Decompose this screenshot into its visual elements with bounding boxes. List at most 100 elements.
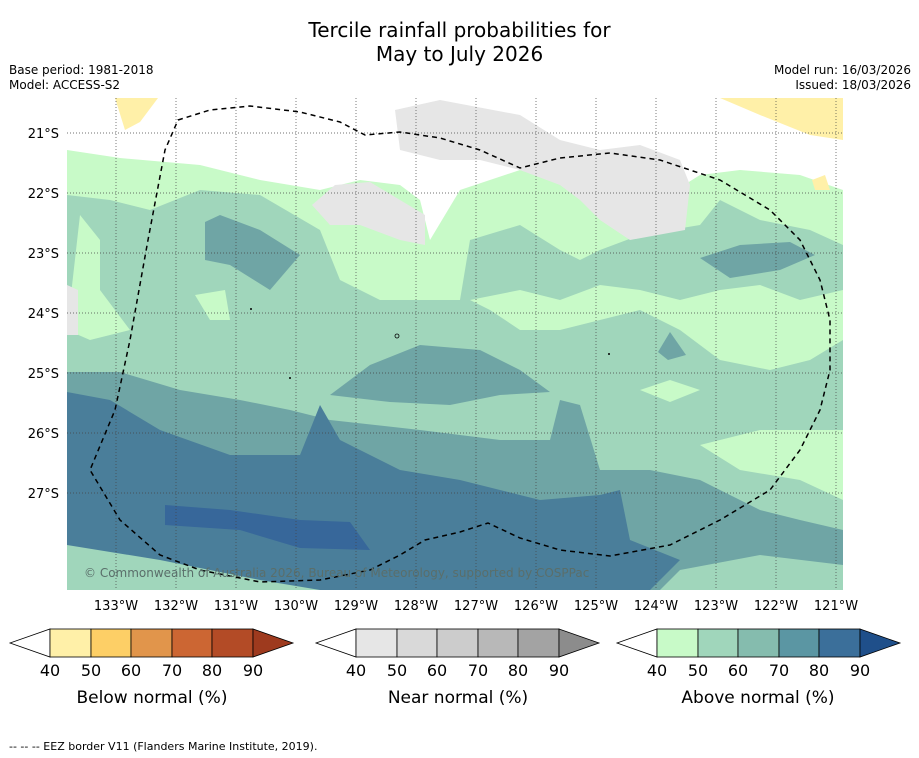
colorbar-tick: 60: [728, 661, 748, 680]
colorbar-below-label: Below normal (%): [77, 688, 228, 708]
near-normal-zone-3: [67, 285, 78, 335]
colorbar-above-max-arrow: [859, 628, 902, 658]
colorbar-swatch: [656, 628, 699, 658]
lon-label: 125°W: [574, 599, 618, 614]
lon-label: 129°W: [334, 599, 378, 614]
colorbar-below-ticks: 40 50 60 70 80 90: [40, 661, 263, 680]
copyright-notice: © Commonwealth of Australia 2026, Bureau…: [84, 566, 589, 580]
island-dot-2: [289, 377, 291, 379]
colorbar-tick: 90: [850, 661, 870, 680]
colorbar-swatch: [818, 628, 861, 658]
colorbar-tick: 70: [769, 661, 789, 680]
lat-label: 23°S: [28, 247, 59, 262]
colorbar-tick: 60: [427, 661, 447, 680]
colorbar-tick: 40: [647, 661, 667, 680]
meta-left: Base period: 1981-2018 Model: ACCESS-S2: [9, 63, 154, 93]
map-title: Tercile rainfall probabilities for May t…: [0, 18, 919, 66]
lon-label: 123°W: [694, 599, 738, 614]
lon-label: 131°W: [214, 599, 258, 614]
model-run: Model run: 16/03/2026: [773, 63, 911, 77]
near-normal-zone-1: [395, 100, 690, 240]
colorbar-above-min-arrow: [615, 628, 658, 658]
colorbar-near-max-arrow: [558, 628, 601, 658]
above-normal-50-bottom-east: [660, 555, 843, 590]
island-dot-4: [608, 353, 610, 355]
colorbar-tick: 80: [202, 661, 222, 680]
colorbar-swatch: [171, 628, 213, 658]
colorbar-tick: 40: [346, 661, 366, 680]
lat-label: 21°S: [28, 127, 59, 142]
latitude-labels: 21°S 22°S 23°S 24°S 25°S 26°S 27°S: [28, 127, 59, 502]
lon-label: 127°W: [454, 599, 498, 614]
above-normal-60-patch-west: [205, 215, 300, 290]
lat-label: 24°S: [28, 307, 59, 322]
lat-label: 27°S: [28, 487, 59, 502]
meta-right: Model run: 16/03/2026 Issued: 18/03/2026: [774, 63, 911, 93]
colorbar-above-normal: [615, 628, 902, 658]
colorbar-swatch: [90, 628, 132, 658]
colorbar-tick: 80: [809, 661, 829, 680]
colorbar-tick: 70: [162, 661, 182, 680]
colorbar-below-normal: [8, 628, 295, 658]
colorbar-tick: 60: [121, 661, 141, 680]
lon-label: 132°W: [154, 599, 198, 614]
colorbar-swatch: [436, 628, 479, 658]
colorbar-near-normal: [314, 628, 601, 658]
above-normal-40-patch-3: [640, 380, 700, 402]
lon-label: 121°W: [814, 599, 858, 614]
colorbar-swatch: [396, 628, 438, 658]
title-line-2: May to July 2026: [375, 42, 544, 66]
below-normal-zone-1: [720, 98, 843, 140]
lat-label: 26°S: [28, 427, 59, 442]
colorbar-swatch: [49, 628, 92, 658]
lat-label: 25°S: [28, 367, 59, 382]
colorbar-below-max-arrow: [252, 628, 295, 658]
issued-date: Issued: 18/03/2026: [795, 78, 911, 92]
above-normal-40-patch-4: [700, 430, 843, 500]
lon-label: 124°W: [634, 599, 678, 614]
lon-label: 128°W: [394, 599, 438, 614]
colorbar-swatch: [477, 628, 519, 658]
colorbar-near-label: Near normal (%): [388, 688, 528, 708]
island-dot-3: [394, 333, 400, 339]
lon-label: 122°W: [754, 599, 798, 614]
colorbar-near-ticks: 40 50 60 70 80 90: [346, 661, 569, 680]
colorbar-swatch: [517, 628, 560, 658]
lon-label: 130°W: [274, 599, 318, 614]
colorbar-swatch: [355, 628, 398, 658]
lon-label: 133°W: [94, 599, 138, 614]
colorbar-near-min-arrow: [314, 628, 357, 658]
colorbar-swatch: [737, 628, 780, 658]
colorbar-tick: 80: [508, 661, 528, 680]
above-normal-60-patch-center: [330, 345, 550, 405]
colorbar-above-label: Above normal (%): [681, 688, 834, 708]
below-normal-zone-3: [812, 175, 830, 190]
colorbar-tick: 50: [387, 661, 407, 680]
colorbar-tick: 40: [40, 661, 60, 680]
colorbar-swatch: [697, 628, 739, 658]
lon-label: 126°W: [514, 599, 558, 614]
map-plot-area: © Commonwealth of Australia 2026, Bureau…: [67, 98, 843, 590]
lat-label: 22°S: [28, 187, 59, 202]
above-normal-80-zone: [165, 505, 370, 550]
island-dot-1: [250, 308, 252, 310]
near-normal-zone-2: [312, 182, 425, 245]
above-normal-40-patch-1: [67, 215, 130, 340]
colorbar-swatch: [130, 628, 173, 658]
title-line-1: Tercile rainfall probabilities for: [308, 18, 611, 42]
above-normal-40-patch-5: [195, 290, 230, 320]
colorbar-tick: 50: [688, 661, 708, 680]
above-normal-60-patch-east-2: [658, 332, 686, 360]
eez-border: [89, 105, 831, 583]
base-period: Base period: 1981-2018: [9, 63, 154, 77]
above-normal-40-patch-2: [470, 285, 843, 370]
colorbar-tick: 70: [468, 661, 488, 680]
longitude-labels: 133°W 132°W 131°W 130°W 129°W 128°W 127°…: [94, 599, 858, 614]
eez-footnote: -- -- -- EEZ border V11 (Flanders Marine…: [9, 740, 318, 753]
colorbar-tick: 90: [549, 661, 569, 680]
colorbar-above-ticks: 40 50 60 70 80 90: [647, 661, 870, 680]
model-name: Model: ACCESS-S2: [9, 78, 121, 92]
colorbar-tick: 50: [81, 661, 101, 680]
colorbar-tick: 90: [243, 661, 263, 680]
